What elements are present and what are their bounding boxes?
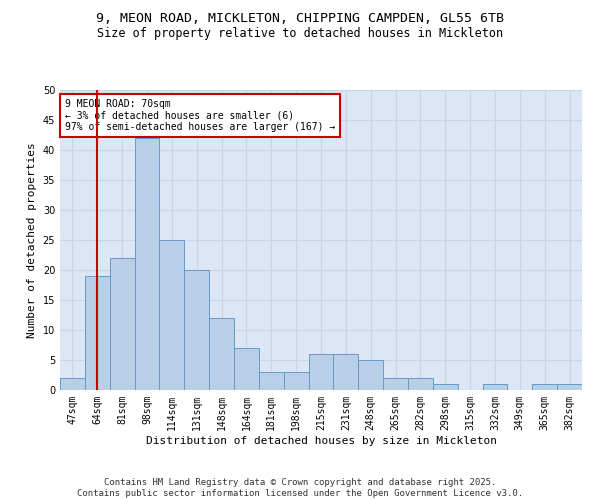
Bar bbox=[234, 348, 259, 390]
Bar bbox=[209, 318, 234, 390]
Text: 9, MEON ROAD, MICKLETON, CHIPPING CAMPDEN, GL55 6TB: 9, MEON ROAD, MICKLETON, CHIPPING CAMPDE… bbox=[96, 12, 504, 26]
X-axis label: Distribution of detached houses by size in Mickleton: Distribution of detached houses by size … bbox=[146, 436, 497, 446]
Bar bbox=[334, 354, 358, 390]
Bar bbox=[482, 384, 508, 390]
Bar bbox=[532, 384, 557, 390]
Bar bbox=[85, 276, 110, 390]
Bar bbox=[433, 384, 458, 390]
Text: Contains HM Land Registry data © Crown copyright and database right 2025.
Contai: Contains HM Land Registry data © Crown c… bbox=[77, 478, 523, 498]
Bar bbox=[358, 360, 383, 390]
Bar bbox=[383, 378, 408, 390]
Text: 9 MEON ROAD: 70sqm
← 3% of detached houses are smaller (6)
97% of semi-detached : 9 MEON ROAD: 70sqm ← 3% of detached hous… bbox=[65, 99, 335, 132]
Bar bbox=[134, 138, 160, 390]
Bar bbox=[184, 270, 209, 390]
Y-axis label: Number of detached properties: Number of detached properties bbox=[27, 142, 37, 338]
Bar bbox=[60, 378, 85, 390]
Text: Size of property relative to detached houses in Mickleton: Size of property relative to detached ho… bbox=[97, 28, 503, 40]
Bar bbox=[557, 384, 582, 390]
Bar bbox=[284, 372, 308, 390]
Bar bbox=[259, 372, 284, 390]
Bar bbox=[110, 258, 134, 390]
Bar bbox=[308, 354, 334, 390]
Bar bbox=[408, 378, 433, 390]
Bar bbox=[160, 240, 184, 390]
